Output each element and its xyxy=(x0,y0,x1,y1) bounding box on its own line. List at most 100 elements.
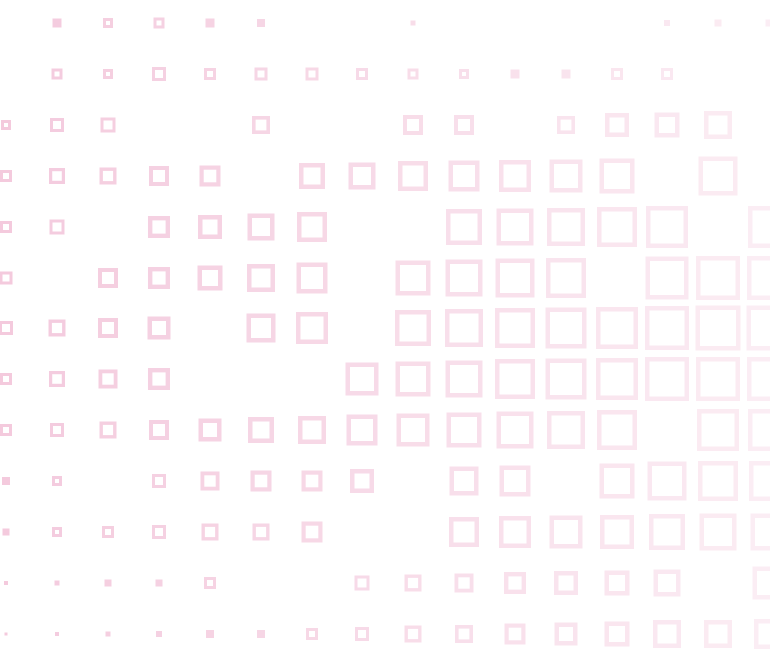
square-outline xyxy=(152,474,166,488)
square-outline xyxy=(454,624,473,643)
square-outline xyxy=(396,413,430,447)
square-outline xyxy=(205,18,215,28)
square-outline xyxy=(696,357,740,401)
square-outline xyxy=(605,113,629,137)
square-outline xyxy=(698,156,738,196)
square-outline xyxy=(554,571,578,595)
square-outline xyxy=(404,625,422,643)
square-outline xyxy=(754,619,770,649)
square-outline xyxy=(496,208,534,246)
square-outline xyxy=(504,572,527,595)
square-outline xyxy=(698,461,738,501)
square-outline xyxy=(52,527,62,537)
square-outline xyxy=(55,632,59,636)
square-outline xyxy=(445,360,483,398)
square-outline xyxy=(355,627,369,641)
square-outline xyxy=(0,373,12,385)
square-outline xyxy=(52,476,62,486)
square-outline xyxy=(604,570,630,596)
square-outline xyxy=(257,19,265,27)
square-outline xyxy=(596,307,638,349)
square-outline xyxy=(547,411,585,449)
square-outline xyxy=(695,305,741,351)
square-outline xyxy=(445,259,483,297)
square-outline xyxy=(4,581,8,585)
square-outline xyxy=(645,256,689,300)
square-outline xyxy=(147,316,171,340)
square-outline xyxy=(52,18,62,28)
square-outline xyxy=(297,212,327,242)
square-outline xyxy=(348,162,376,190)
square-outline xyxy=(561,69,571,79)
square-outline xyxy=(765,19,770,27)
square-outline xyxy=(752,566,770,600)
square-outline xyxy=(549,515,583,549)
square-outline xyxy=(103,69,113,79)
square-outline xyxy=(197,265,223,291)
square-outline xyxy=(454,115,474,135)
square-outline xyxy=(696,256,740,300)
square-outline xyxy=(748,206,770,248)
square-outline xyxy=(250,470,272,492)
square-outline xyxy=(257,630,265,638)
square-outline xyxy=(611,68,623,80)
square-outline xyxy=(546,258,586,298)
square-outline xyxy=(547,208,585,246)
square-outline xyxy=(600,515,634,549)
square-outline xyxy=(198,215,222,239)
square-outline xyxy=(449,517,479,547)
square-outline xyxy=(747,357,770,401)
square-outline xyxy=(495,308,535,348)
square-outline xyxy=(410,20,416,26)
square-outline xyxy=(98,318,118,338)
square-outline xyxy=(252,523,270,541)
square-outline xyxy=(100,117,116,133)
square-outline xyxy=(247,213,275,241)
square-outline xyxy=(395,361,431,397)
square-outline xyxy=(499,465,531,497)
square-outline xyxy=(296,262,328,294)
square-outline xyxy=(645,306,689,350)
square-outline xyxy=(0,271,13,285)
square-outline xyxy=(201,523,219,541)
square-outline xyxy=(149,166,169,186)
square-outline xyxy=(48,371,65,388)
square-outline xyxy=(105,631,111,637)
square-outline xyxy=(647,461,687,501)
square-outline xyxy=(147,368,170,391)
square-outline xyxy=(597,207,637,247)
square-outline xyxy=(48,168,65,185)
square-outline xyxy=(305,67,319,81)
square-outline xyxy=(449,466,479,496)
square-outline xyxy=(199,165,221,187)
square-outline xyxy=(50,423,64,437)
square-outline xyxy=(0,170,12,182)
square-outline xyxy=(495,258,535,298)
square-outline xyxy=(445,309,483,347)
square-outline xyxy=(246,313,276,343)
square-outline xyxy=(398,161,428,191)
square-outline xyxy=(554,622,578,646)
square-outline xyxy=(98,268,118,288)
square-outline xyxy=(301,521,323,543)
square-outline xyxy=(102,526,114,538)
square-outline xyxy=(545,358,587,400)
square-outline xyxy=(350,469,374,493)
square-outline xyxy=(596,358,638,400)
square-outline xyxy=(299,163,325,189)
square-outline xyxy=(248,417,274,443)
square-outline xyxy=(664,20,670,26)
square-outline xyxy=(50,118,64,132)
square-outline xyxy=(346,414,378,446)
square-outline xyxy=(345,362,379,396)
square-outline xyxy=(99,421,117,439)
square-outline xyxy=(446,412,482,448)
square-outline xyxy=(746,305,770,351)
square-outline xyxy=(407,68,419,80)
square-outline xyxy=(296,312,328,344)
square-outline xyxy=(395,310,431,346)
square-outline xyxy=(699,513,737,551)
square-outline xyxy=(198,418,222,442)
square-outline xyxy=(306,628,318,640)
